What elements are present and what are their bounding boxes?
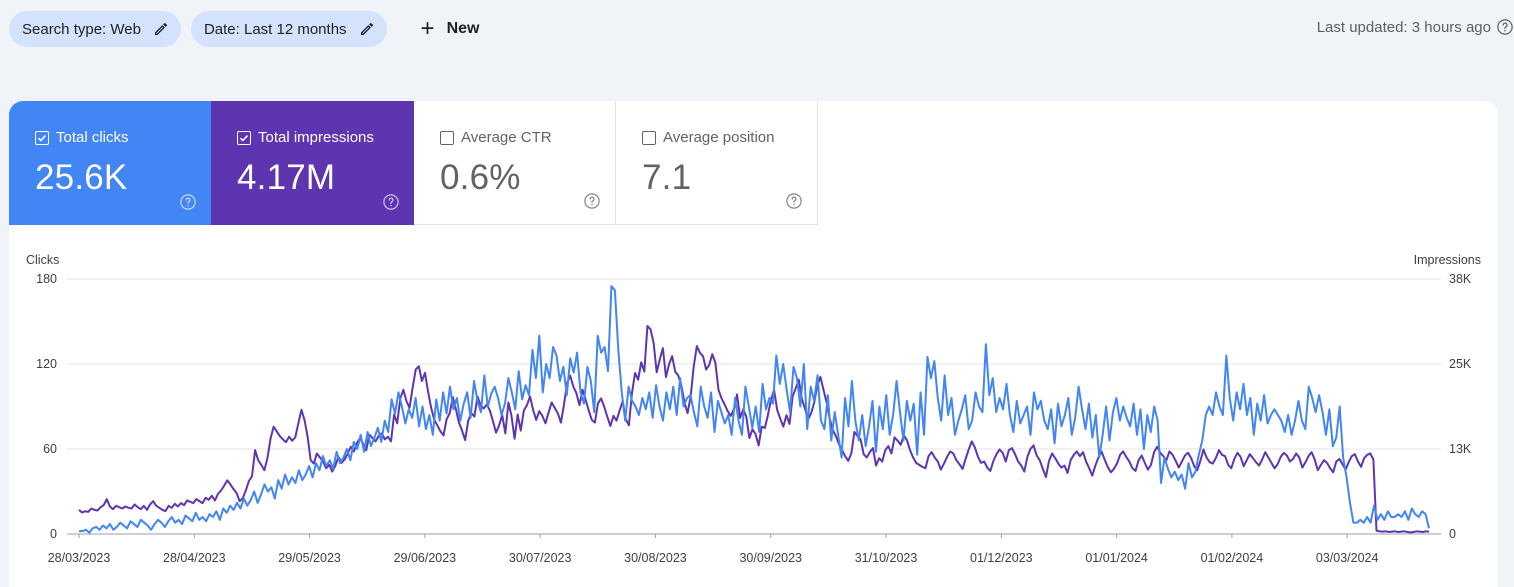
metric-value: 25.6K xyxy=(35,158,128,197)
y-tick-label-right: 0 xyxy=(1449,527,1456,541)
pencil-icon xyxy=(360,22,373,35)
metric-value: 4.17M xyxy=(237,158,336,197)
plus-icon: + xyxy=(420,15,435,42)
y-tick-label-right: 38K xyxy=(1449,272,1472,286)
performance-card: Total clicks 25.6K Total impressions 4.1… xyxy=(9,101,1498,587)
x-tick-label: 30/09/2023 xyxy=(739,551,802,565)
x-tick-label: 01/02/2024 xyxy=(1201,551,1264,565)
metric-value: 0.6% xyxy=(440,158,521,197)
help-circle-icon[interactable] xyxy=(785,192,803,210)
metric-label: Total impressions xyxy=(258,129,374,146)
y-axis-label-right: Impressions xyxy=(1414,253,1481,267)
metric-label: Average position xyxy=(663,129,775,146)
clicks-series-line[interactable] xyxy=(79,285,1430,534)
metric-value: 7.1 xyxy=(642,158,692,197)
help-circle-icon[interactable] xyxy=(583,192,601,210)
x-tick-label: 29/05/2023 xyxy=(278,551,341,565)
metric-tabs: Total clicks 25.6K Total impressions 4.1… xyxy=(9,101,1498,225)
checkbox-icon[interactable] xyxy=(237,130,251,145)
x-tick-label: 31/10/2023 xyxy=(855,551,918,565)
y-tick-label-left: 120 xyxy=(36,357,57,371)
metric-total-clicks[interactable]: Total clicks 25.6K xyxy=(9,101,211,225)
checkbox-icon[interactable] xyxy=(642,130,656,145)
help-circle-icon[interactable] xyxy=(382,193,400,211)
x-tick-label: 30/07/2023 xyxy=(509,551,572,565)
x-tick-label: 01/12/2023 xyxy=(970,551,1033,565)
metric-total-impressions[interactable]: Total impressions 4.17M xyxy=(211,101,414,225)
help-circle-icon[interactable] xyxy=(1496,18,1514,36)
x-tick-label: 03/03/2024 xyxy=(1316,551,1379,565)
y-tick-label-right: 13K xyxy=(1449,442,1472,456)
y-tick-label-right: 25K xyxy=(1449,357,1472,371)
y-axis-label-left: Clicks xyxy=(26,253,59,267)
x-tick-label: 01/01/2024 xyxy=(1085,551,1148,565)
x-tick-label: 29/06/2023 xyxy=(394,551,457,565)
last-updated: Last updated: 3 hours ago xyxy=(1317,18,1514,36)
x-tick-label: 28/04/2023 xyxy=(163,551,226,565)
help-circle-icon[interactable] xyxy=(179,193,197,211)
new-filter-button[interactable]: + New xyxy=(397,11,490,47)
checkbox-icon[interactable] xyxy=(440,130,454,145)
search-type-chip[interactable]: Search type: Web xyxy=(9,11,181,47)
date-chip[interactable]: Date: Last 12 months xyxy=(190,11,387,47)
filter-bar: Search type: Web Date: Last 12 months + … xyxy=(9,11,489,47)
impressions-series-line[interactable] xyxy=(78,324,1430,534)
metric-average-ctr[interactable]: Average CTR 0.6% xyxy=(414,101,616,225)
last-updated-text: Last updated: 3 hours ago xyxy=(1316,18,1491,36)
x-tick-label: 28/03/2023 xyxy=(48,551,111,565)
y-tick-label-left: 0 xyxy=(50,527,57,541)
y-tick-label-left: 60 xyxy=(43,442,57,456)
checkbox-icon[interactable] xyxy=(35,130,49,145)
metric-label: Total clicks xyxy=(56,129,129,146)
metric-average-position[interactable]: Average position 7.1 xyxy=(616,101,818,225)
metric-label: Average CTR xyxy=(461,129,552,146)
new-filter-label: New xyxy=(446,20,480,37)
date-label: Date: Last 12 months xyxy=(203,20,347,38)
x-tick-label: 30/08/2023 xyxy=(624,551,687,565)
search-type-label: Search type: Web xyxy=(22,20,141,38)
pencil-icon xyxy=(154,22,167,35)
y-tick-label-left: 180 xyxy=(36,272,57,286)
